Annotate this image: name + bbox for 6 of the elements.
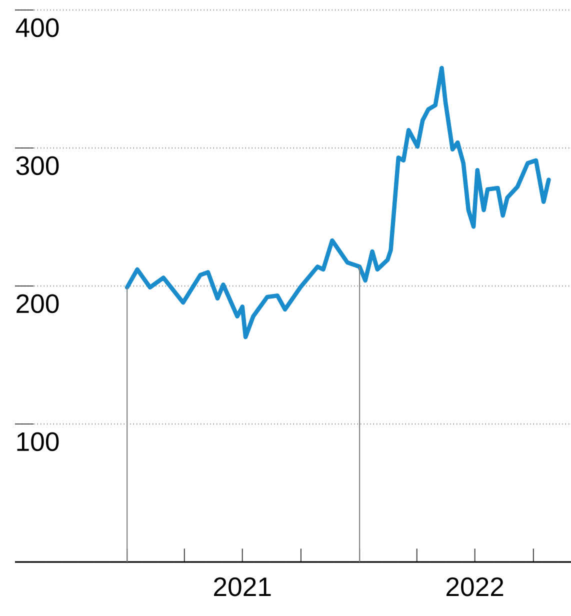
y-tick-label: 100	[17, 432, 59, 452]
x-tick-label: 2021	[214, 577, 271, 596]
x-tick-label: 2022	[446, 577, 504, 596]
y-tick-label: 400	[16, 18, 59, 38]
y-tick-label: 300	[16, 156, 59, 176]
y-tick-label: 200	[16, 294, 59, 314]
